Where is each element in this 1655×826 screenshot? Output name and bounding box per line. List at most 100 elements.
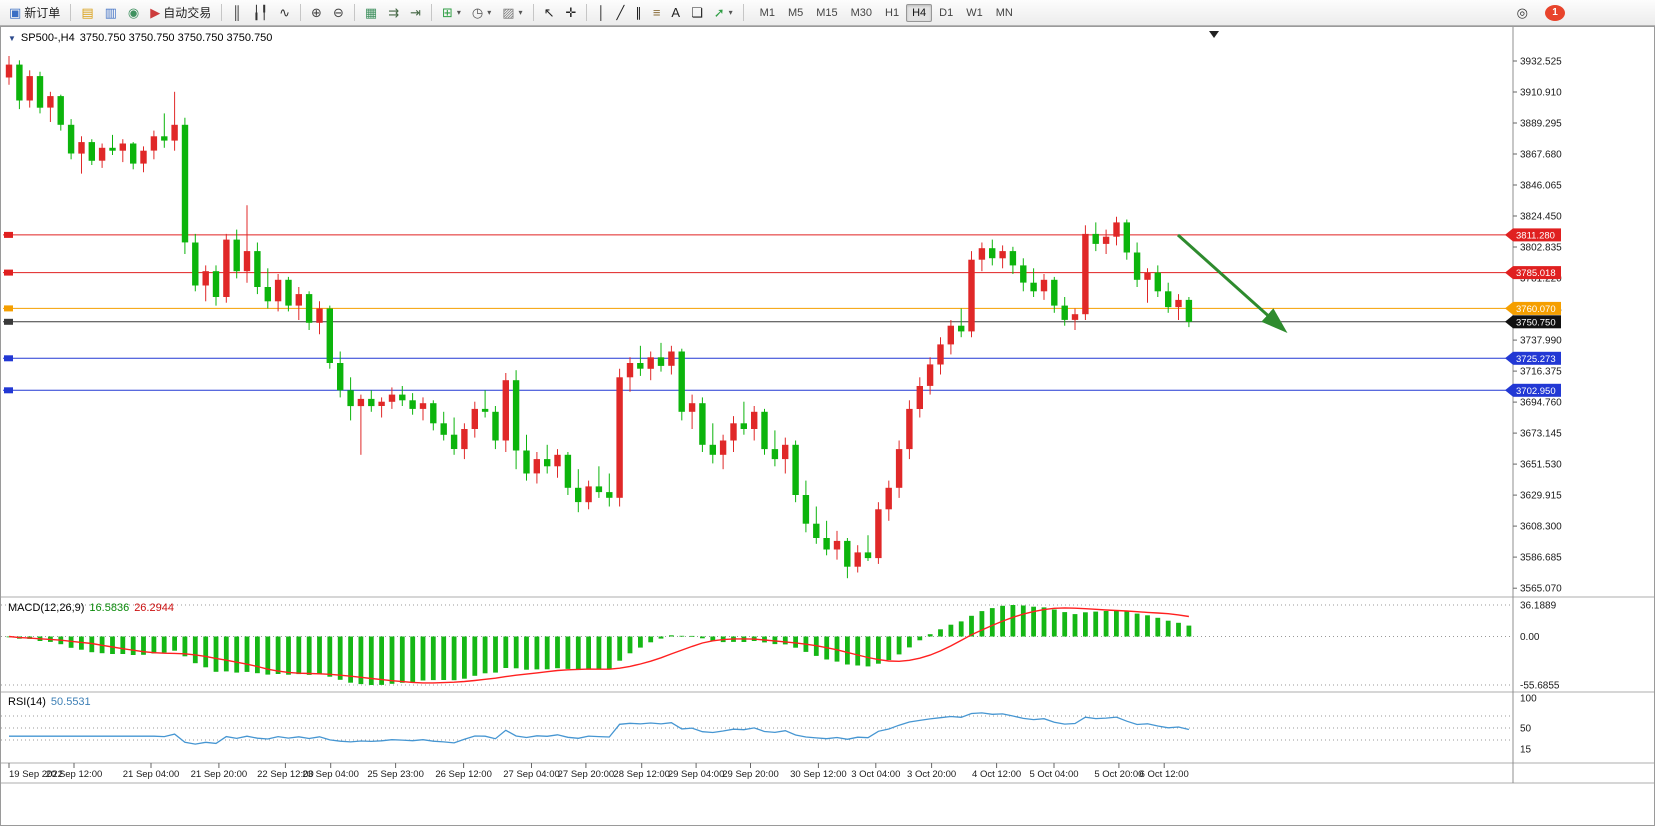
- fibonacci-button[interactable]: ≡: [648, 1, 666, 24]
- candle-body: [440, 423, 447, 435]
- price-tag-label: 3702.950: [1516, 386, 1556, 397]
- candlestick-button[interactable]: ╽╿: [247, 1, 273, 24]
- text-icon: A: [671, 5, 681, 20]
- time-tick-label: 27 Sep 20:00: [558, 769, 615, 780]
- candle-body: [57, 96, 64, 125]
- search-button[interactable]: ◎: [1512, 1, 1533, 24]
- timeframe-w1-button[interactable]: W1: [966, 6, 983, 19]
- new-order-button[interactable]: ▣ 新订单: [4, 1, 65, 24]
- candles: [5, 56, 1193, 579]
- market-watch-button[interactable]: ▥: [100, 1, 122, 24]
- timeframe-m5-button[interactable]: M5: [787, 6, 804, 19]
- candle-body: [854, 552, 861, 567]
- profiles-icon: ▤: [81, 5, 94, 20]
- macd-histogram-bar: [462, 636, 467, 679]
- bar-chart-button[interactable]: ║: [227, 1, 246, 24]
- candle-body: [906, 408, 913, 450]
- time-tick-label: 21 Sep 04:00: [123, 769, 180, 780]
- macd-histogram-bar: [876, 636, 881, 664]
- templates-button[interactable]: ▨ ▾: [497, 1, 527, 24]
- toolbar-separator: [221, 4, 223, 21]
- price-tag-label: 3811.280: [1516, 230, 1555, 241]
- price-tag-label: 3760.070: [1516, 304, 1556, 315]
- candle-body: [202, 271, 209, 286]
- macd-histogram-bar: [606, 636, 612, 669]
- rsi-tick-label: 100: [1520, 694, 1537, 705]
- candle-body: [140, 150, 147, 164]
- candle-body: [637, 363, 644, 369]
- new-order-icon: ▣: [9, 5, 22, 20]
- macd-histogram-bar: [1072, 614, 1078, 637]
- candle-body: [926, 364, 934, 386]
- chart-canvas[interactable]: 3932.525 3910.910 3889.295 3867.680 3846.065…: [1, 27, 1654, 825]
- candle-body: [78, 142, 85, 154]
- candle-body: [316, 308, 323, 323]
- profiles-button[interactable]: ▤: [76, 1, 98, 24]
- tile-windows-button[interactable]: ▦: [360, 1, 382, 24]
- cursor-button[interactable]: ↖: [539, 1, 560, 24]
- zoom-out-button[interactable]: ⊖: [328, 1, 349, 24]
- price-tick-label: 3802.835: [1520, 243, 1562, 254]
- rsi-tick-label: 50: [1520, 724, 1532, 735]
- time-tick-label: 19 Sep 2022: [9, 769, 63, 780]
- macd-histogram-bar: [565, 636, 571, 669]
- macd-histogram-bar: [161, 636, 167, 653]
- timeframe-d1-button[interactable]: D1: [939, 6, 954, 19]
- autotrading-button[interactable]: ▶ 自动交易: [145, 1, 216, 24]
- chart-shift-button[interactable]: ⇥: [405, 1, 426, 24]
- candle-body: [347, 390, 354, 407]
- candle-body: [1071, 314, 1079, 320]
- candle-body: [119, 143, 126, 151]
- text-button[interactable]: A: [666, 1, 685, 24]
- indicators-button[interactable]: ⊞ ▾: [437, 1, 466, 24]
- macd-signal-line: [8, 607, 1190, 684]
- macd-histogram-bar: [896, 636, 902, 655]
- timeframe-mn-button[interactable]: MN: [995, 6, 1013, 19]
- candle-body: [1040, 279, 1048, 292]
- price-tick-label: 3651.530: [1520, 460, 1562, 471]
- equidistant-channel-button[interactable]: ∥: [630, 1, 647, 24]
- timeframe-h1-button[interactable]: H1: [885, 6, 900, 19]
- macd-histogram-bar: [151, 636, 157, 654]
- timeframe-h4-button[interactable]: H4: [906, 3, 933, 22]
- line-chart-button[interactable]: ∿: [274, 1, 295, 24]
- macd-histogram-bar: [1010, 605, 1016, 637]
- candle-body: [471, 408, 478, 429]
- candle-body: [875, 509, 882, 559]
- time-tick-label: 27 Sep 04:00: [503, 769, 560, 780]
- candle-body: [16, 64, 23, 101]
- arrows-button[interactable]: ➚ ▾: [709, 1, 738, 24]
- time-tick-label: 6 Oct 12:00: [1140, 769, 1189, 780]
- timeframe-m15-button[interactable]: M15: [816, 6, 838, 19]
- macd-histogram-bar: [141, 636, 146, 655]
- candle-body: [512, 380, 520, 451]
- market-watch-icon: ▥: [104, 5, 117, 20]
- search-icon: ◎: [1516, 5, 1528, 20]
- candle-body: [243, 251, 251, 272]
- chart-shift-marker[interactable]: [1209, 31, 1220, 38]
- trendline-button[interactable]: ╱: [612, 1, 630, 24]
- timeframe-m1-button[interactable]: M1: [759, 6, 775, 19]
- zoom-in-button[interactable]: ⊕: [306, 1, 327, 24]
- notifications-badge[interactable]: 1: [1545, 4, 1565, 21]
- macd-tick-label: 0.00: [1520, 632, 1540, 643]
- macd-histogram-bar: [451, 636, 457, 681]
- timeframe-m30-button[interactable]: M30: [850, 6, 873, 19]
- macd-histogram-bar: [669, 635, 674, 637]
- crosshair-button[interactable]: ✛: [560, 1, 581, 24]
- trend-arrow[interactable]: [1176, 233, 1288, 334]
- toolbar-separator: [70, 4, 72, 21]
- macd-tick-label: -55.6855: [1520, 681, 1560, 692]
- toolbar-separator: [430, 4, 432, 21]
- periods-button[interactable]: ◷ ▾: [467, 1, 496, 24]
- macd-histogram-bar: [296, 636, 302, 675]
- macd-histogram-bar: [430, 636, 436, 681]
- autoscroll-button[interactable]: ⇉: [383, 1, 404, 24]
- candlestick-icon: ╽╿: [252, 5, 269, 20]
- macd-histogram-bar: [317, 636, 322, 675]
- navigator-button[interactable]: ◉: [123, 1, 144, 24]
- toolbar-separator: [300, 4, 302, 21]
- vertical-line-button[interactable]: │: [592, 1, 610, 24]
- text-label-button[interactable]: ❏: [686, 1, 708, 24]
